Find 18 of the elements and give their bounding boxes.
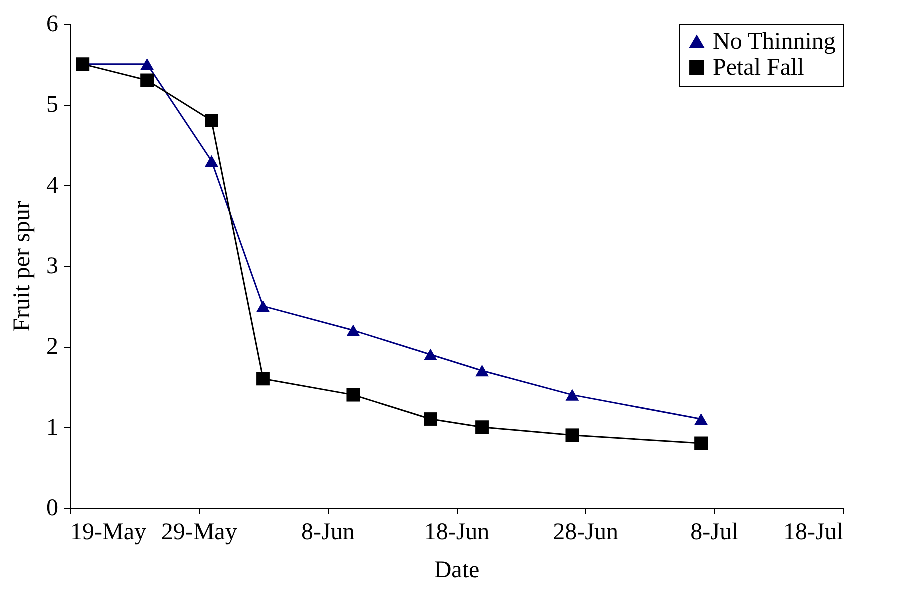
y-tick-label: 2	[46, 334, 58, 360]
y-tick-label: 0	[46, 496, 58, 522]
x-tick-label: 8-Jun	[301, 520, 355, 546]
y-tick-label: 5	[46, 92, 58, 118]
x-tick-label: 29-May	[161, 520, 238, 546]
y-tick-label: 1	[46, 414, 58, 441]
x-tick-label: 19-May	[70, 520, 146, 546]
y-tick-label: 4	[46, 172, 58, 199]
x-tick-label: 8-Jul	[690, 520, 739, 546]
x-tick-label: 28-Jun	[553, 520, 619, 546]
x-tick-label: 18-Jun	[424, 520, 490, 546]
y-tick-label: 6	[46, 12, 58, 38]
x-tick-label: 18-Jul	[784, 520, 844, 546]
legend-label: No Thinning	[713, 29, 836, 55]
legend-label: Petal Fall	[713, 55, 805, 81]
x-axis-title: Date	[434, 558, 480, 584]
y-tick-label: 3	[46, 254, 58, 280]
y-axis-title: Fruit per spur	[10, 201, 36, 332]
